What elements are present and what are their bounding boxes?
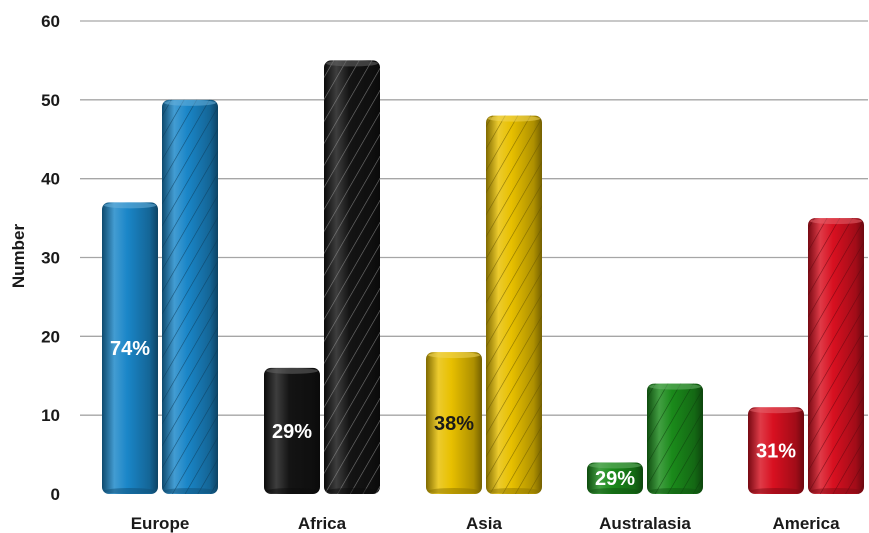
- data-label-africa: 29%: [272, 421, 312, 443]
- y-tick-label: 10: [41, 406, 60, 425]
- bar-hatched-asia: [486, 115, 542, 494]
- bar-solid-asia: [426, 352, 482, 494]
- bar-hatched-australasia: [647, 383, 703, 494]
- bar-solid-africa: [264, 367, 320, 494]
- data-label-europe: 74%: [110, 338, 150, 360]
- x-category-label: Africa: [298, 514, 347, 533]
- bars: [102, 60, 864, 495]
- y-tick-label: 60: [41, 12, 60, 31]
- x-category-label: Australasia: [599, 514, 691, 533]
- data-label-australasia: 29%: [595, 468, 635, 490]
- data-labels: 74% 29% 38% 29% 31%: [110, 338, 796, 490]
- bar-hatched-africa: [324, 60, 380, 495]
- y-axis-title: Number: [9, 224, 28, 289]
- x-axis-categories: Europe Africa Asia Australasia America: [131, 514, 840, 533]
- x-category-label: America: [772, 514, 840, 533]
- bar-hatched-america: [808, 218, 864, 495]
- bar-solid-australasia: [587, 462, 643, 494]
- y-tick-label: 50: [41, 91, 60, 110]
- bar-hatched-europe: [162, 99, 218, 494]
- y-tick-label: 0: [51, 485, 60, 504]
- bar-solid-america: [748, 407, 804, 494]
- x-category-label: Asia: [466, 514, 502, 533]
- y-axis-ticks: 0 10 20 30 40 50 60: [41, 12, 60, 504]
- y-tick-label: 20: [41, 327, 60, 346]
- x-category-label: Europe: [131, 514, 190, 533]
- bar-solid-europe: [102, 202, 158, 495]
- y-tick-label: 30: [41, 249, 60, 268]
- data-label-america: 31%: [756, 441, 796, 463]
- data-label-asia: 38%: [434, 413, 474, 435]
- y-tick-label: 40: [41, 170, 60, 189]
